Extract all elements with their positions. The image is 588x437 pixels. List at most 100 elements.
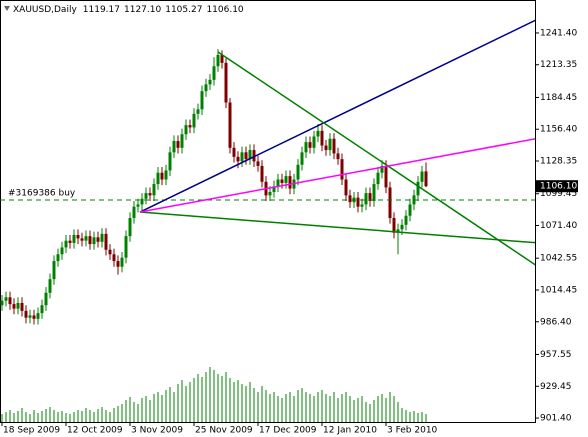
x-tick-label: 25 Nov 2009 [195, 426, 253, 436]
candle-body [288, 176, 292, 189]
candle-body [228, 102, 232, 148]
candle-body [204, 84, 208, 92]
candle-body [128, 218, 132, 237]
candle-body [48, 279, 52, 293]
candle-body [276, 179, 280, 187]
candle-body [392, 218, 396, 233]
candle-body [304, 142, 308, 153]
candle-body [148, 193, 152, 196]
candle-body [284, 176, 288, 183]
candle-body [316, 130, 320, 137]
candle-body [152, 184, 156, 196]
candle-body [60, 247, 64, 255]
candle-body [408, 204, 412, 216]
y-tick-label: 1014.45 [540, 285, 577, 295]
candle-body [360, 204, 364, 207]
candle-body [380, 165, 384, 173]
candle-body [312, 136, 316, 148]
order-label: #3169386 buy [8, 189, 76, 199]
candle-body [216, 54, 220, 67]
candle-body [8, 297, 12, 305]
y-tick-label: 986.40 [540, 317, 572, 327]
candle-body [424, 171, 428, 187]
candle-body [24, 310, 28, 318]
plot-area [0, 19, 535, 422]
candle-body [108, 249, 112, 255]
candle-body [84, 236, 88, 241]
y-tick-label: 1184.45 [540, 93, 577, 103]
candle-body [4, 297, 8, 301]
candle-body [144, 193, 148, 199]
candle-body [192, 113, 196, 128]
candle-body [400, 224, 404, 230]
candle-body [72, 235, 76, 243]
candle-body [356, 197, 360, 207]
candle-body [200, 91, 204, 110]
candle-body [112, 254, 116, 262]
y-tick-label: 1128.35 [540, 156, 577, 166]
candle-body [344, 179, 348, 196]
y-tick-label: 1042.55 [540, 254, 577, 264]
x-tick-label: 17 Dec 2009 [259, 426, 317, 436]
candle-body [388, 187, 392, 219]
candle-body [32, 315, 36, 319]
candle-body [328, 138, 332, 151]
plot-frame [0, 0, 536, 423]
candle-body [220, 54, 224, 63]
candle-body [252, 150, 256, 162]
header-open: 1119.17 [83, 5, 120, 15]
candle-body [296, 164, 300, 180]
candle-body [132, 206, 136, 219]
candle-body [56, 254, 60, 262]
candle-body [188, 125, 192, 128]
candle-body [156, 172, 160, 185]
header-icon [4, 6, 10, 11]
candle-body [140, 198, 144, 205]
candle-body [260, 165, 264, 182]
candle-body [120, 257, 124, 267]
candle-body [336, 153, 340, 160]
y-tick-label: 1213.35 [540, 60, 577, 70]
y-tick-label: 1156.40 [540, 125, 577, 135]
candle-body [324, 145, 328, 151]
candle-body [308, 142, 312, 148]
y-tick-label: 1241.40 [540, 28, 577, 38]
x-tick-label: 3 Nov 2009 [131, 426, 183, 436]
candle-body [20, 302, 24, 311]
candle-body [92, 237, 96, 245]
header-high: 1127.10 [124, 5, 161, 15]
candle-body [68, 240, 72, 243]
x-tick-label: 12 Oct 2009 [67, 426, 123, 436]
candle-body [116, 261, 120, 267]
candle-body [168, 152, 172, 171]
candle-body [320, 130, 324, 146]
candle-body [376, 172, 380, 185]
candle-body [280, 179, 284, 183]
trendline [139, 138, 535, 213]
candle-body [100, 233, 104, 242]
candle-body [96, 237, 100, 242]
x-tick-label: 18 Sep 2009 [3, 426, 60, 436]
candle-body [244, 152, 248, 160]
candle-body [36, 313, 40, 319]
candle-body [80, 238, 84, 241]
candle-body [332, 138, 336, 154]
y-tick-label: 929.45 [540, 382, 572, 392]
candle-body [256, 161, 260, 166]
candle-body [40, 305, 44, 314]
candle-body [224, 62, 228, 103]
candle-body [44, 292, 48, 306]
candle-body [52, 261, 56, 280]
candle-body [0, 300, 4, 306]
header-close: 1106.10 [206, 5, 243, 15]
candle-body [232, 147, 236, 157]
candle-body [28, 315, 32, 318]
candle-body [248, 150, 252, 160]
candle-body [88, 236, 92, 245]
current-price-box [536, 180, 578, 193]
candle-body [212, 66, 216, 80]
candle-body [176, 141, 180, 148]
candle-body [364, 193, 368, 205]
candle-body [240, 152, 244, 162]
